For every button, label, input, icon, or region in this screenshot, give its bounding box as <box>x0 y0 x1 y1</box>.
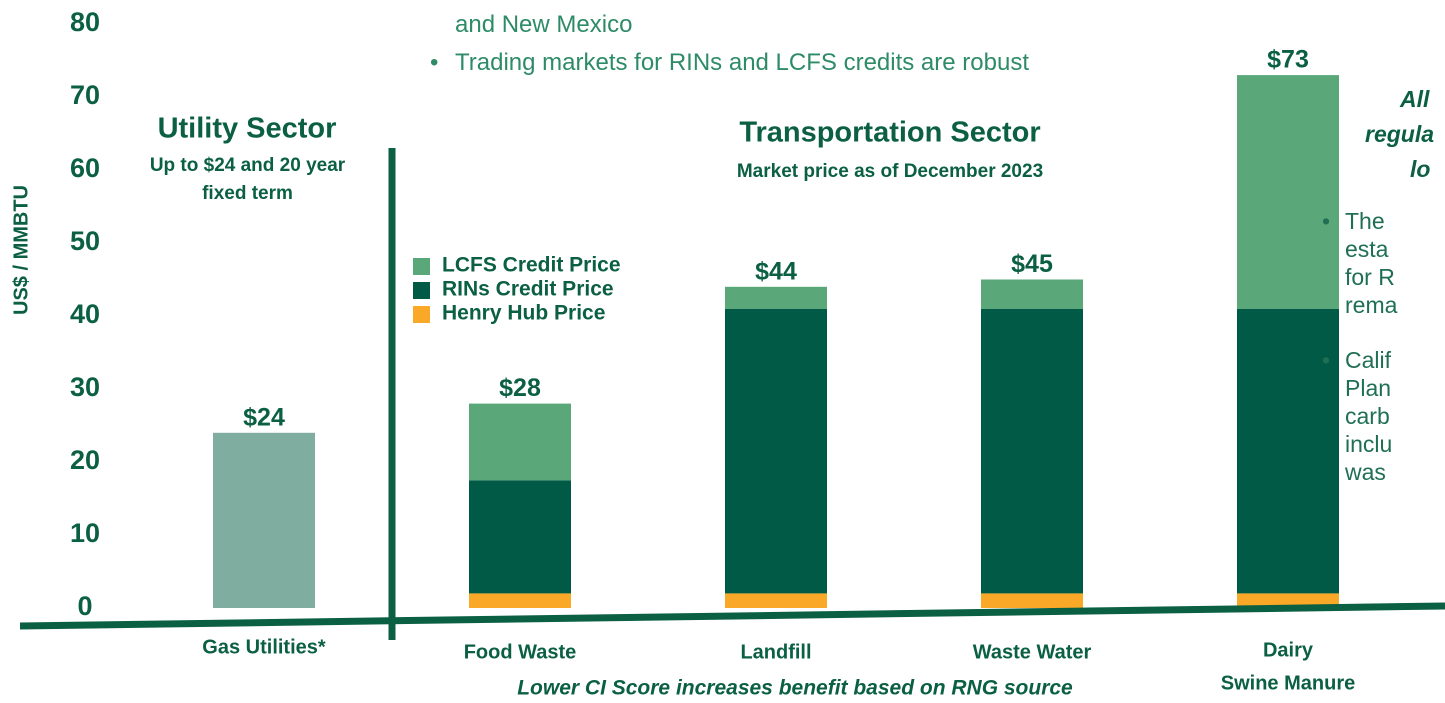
legend-swatch <box>413 306 430 323</box>
side-text: The <box>1345 208 1385 234</box>
bar-segment <box>981 593 1083 608</box>
x-tick-label: Gas Utilities* <box>202 636 326 658</box>
bar-segment <box>981 279 1083 309</box>
side-text: carb <box>1345 403 1390 429</box>
y-tick-label: 80 <box>70 7 100 37</box>
x-tick-label: Food Waste <box>464 641 577 663</box>
side-text: inclu <box>1345 431 1393 457</box>
y-tick-label: 10 <box>70 518 100 548</box>
utility-subtitle: Up to $24 and 20 year fixed term <box>149 155 346 204</box>
side-text: rema <box>1345 292 1398 318</box>
bar-segment <box>725 308 827 594</box>
data-label: $24 <box>243 403 285 431</box>
x-tick-label: Dairy <box>1263 639 1314 661</box>
y-tick-label: 0 <box>77 591 92 621</box>
bullet: • <box>430 49 439 76</box>
side-text: esta <box>1345 236 1389 262</box>
x-tick-label: Swine Manure <box>1221 672 1355 694</box>
side-heading: lo <box>1410 156 1431 182</box>
y-tick-label: 20 <box>70 445 100 475</box>
bar-segment <box>469 480 571 594</box>
bullet-text: and New Mexico <box>455 11 633 38</box>
bar-segment <box>1237 308 1339 594</box>
chart-subtitle: Market price as of December 2023 <box>737 161 1043 182</box>
total-label: $73 <box>1267 46 1309 74</box>
top-bullets: and New Mexico • Trading markets for RINs … <box>430 6 1029 82</box>
total-label: $45 <box>1011 250 1053 278</box>
side-text: was <box>1345 459 1386 485</box>
bar-segment <box>1237 75 1339 309</box>
bar-segment <box>725 593 827 608</box>
x-tick-label: Landfill <box>740 641 811 663</box>
bar-segment <box>981 308 1083 594</box>
x-tick-label: Waste Water <box>973 641 1092 663</box>
legend-swatch <box>413 258 430 275</box>
y-tick-label: 60 <box>70 153 100 183</box>
y-tick-label: 50 <box>70 226 100 256</box>
y-axis-label: US$ / MMBTU <box>10 185 32 315</box>
x-axis <box>19 602 1445 630</box>
side-text: Plan <box>1345 375 1392 401</box>
bullet-text: • Trading markets for RINs and LCFS credi… <box>430 44 1029 82</box>
utility-title: Utility Sector <box>158 113 337 145</box>
legend-label: Henry Hub Price <box>442 302 605 325</box>
legend-swatch <box>413 282 430 299</box>
side-text: for R <box>1345 264 1395 290</box>
side-text: Calif <box>1345 347 1392 373</box>
bullet: • <box>1322 347 1331 373</box>
bar-segment <box>469 403 571 481</box>
legend-label: RINs Credit Price <box>442 278 614 301</box>
chart-title: Transportation Sector <box>739 117 1040 149</box>
bullet: • <box>1322 208 1331 234</box>
side-heading: All <box>1400 86 1430 112</box>
total-label: $28 <box>499 374 541 402</box>
y-tick-label: 70 <box>70 80 100 110</box>
legend-label: LCFS Credit Price <box>442 254 621 277</box>
side-bullet: • Calif Plan carb inclu was <box>1310 346 1445 486</box>
bar-segment <box>469 593 571 608</box>
bar <box>213 432 315 608</box>
y-tick-label: 30 <box>70 372 100 402</box>
side-heading: regula <box>1365 121 1435 147</box>
total-label: $44 <box>755 257 797 285</box>
footnote: Lower CI Score increases benefit based o… <box>517 677 1073 700</box>
bar-segment <box>725 286 827 309</box>
y-tick-label: 40 <box>70 299 100 329</box>
